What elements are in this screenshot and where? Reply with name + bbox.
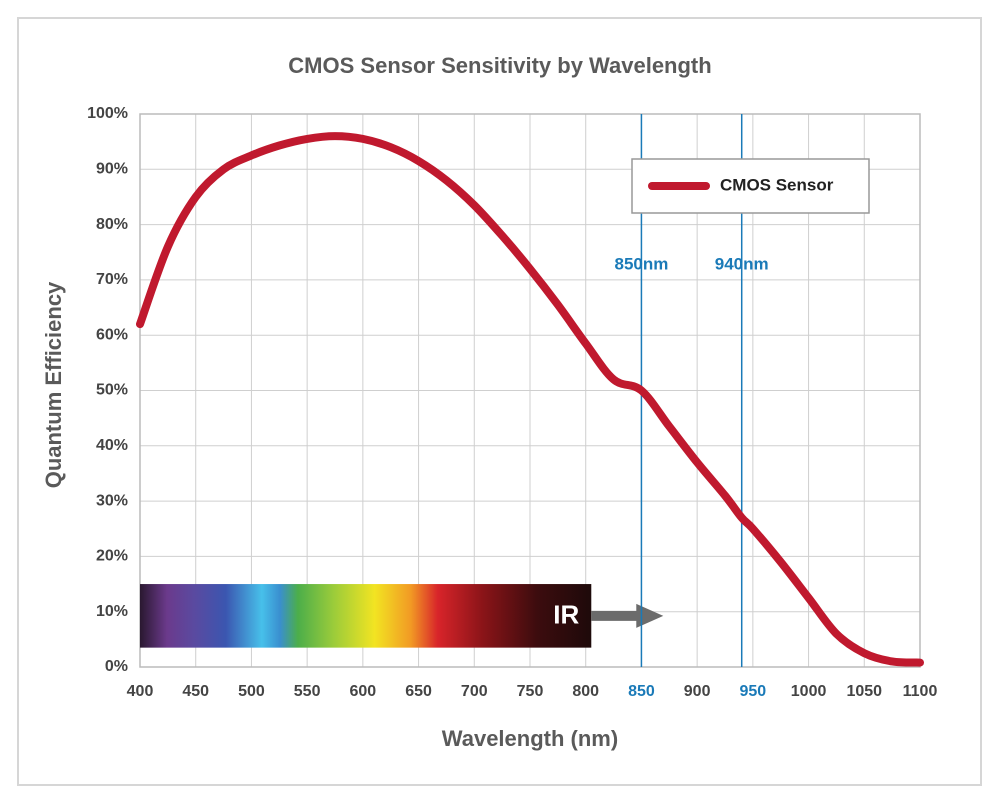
- series-line: [136, 132, 924, 667]
- x-tick-label: 850: [628, 683, 655, 700]
- y-tick-label: 60%: [96, 326, 128, 343]
- plot-border: [139, 113, 921, 668]
- y-tick-label: 70%: [96, 271, 128, 288]
- y-tick-label: 80%: [96, 216, 128, 233]
- ir-arrow: [591, 603, 664, 628]
- x-tick-label: 750: [517, 683, 544, 700]
- y-tick-label: 90%: [96, 161, 128, 178]
- x-tick-label: 550: [294, 683, 321, 700]
- x-tick-label: 450: [182, 683, 209, 700]
- y-tick-label: 100%: [87, 105, 128, 122]
- x-tick-label: 900: [684, 683, 711, 700]
- x-tick-label: 1100: [903, 683, 938, 700]
- x-tick-label: 700: [461, 683, 488, 700]
- spectrum-band: [140, 584, 592, 648]
- y-tick-label: 50%: [96, 382, 128, 399]
- x-axis-label: Wavelength (nm): [442, 726, 618, 751]
- chart-title: CMOS Sensor Sensitivity by Wavelength: [288, 53, 711, 78]
- y-tick-label: 40%: [96, 437, 128, 454]
- x-tick-label: 600: [350, 683, 377, 700]
- spectrum-label: IR: [553, 600, 579, 630]
- x-tick-label: 800: [572, 683, 599, 700]
- y-tick-label: 0%: [105, 658, 128, 675]
- x-tick-label: 650: [405, 683, 432, 700]
- reference-label: 940nm: [715, 254, 769, 273]
- x-tick-label: 950: [740, 683, 767, 700]
- x-tick-label: 1000: [791, 683, 827, 700]
- x-tick-label: 1050: [846, 683, 882, 700]
- x-tick-label: 500: [238, 683, 265, 700]
- frame: [17, 17, 982, 786]
- y-tick-label: 20%: [96, 548, 128, 565]
- y-tick-label: 10%: [96, 603, 128, 620]
- x-tick-label: 400: [127, 683, 154, 700]
- y-tick-label: 30%: [96, 492, 128, 509]
- legend-label: CMOS Sensor: [720, 175, 834, 194]
- reference-label: 850nm: [614, 254, 668, 273]
- y-axis-label: Quantum Efficiency: [41, 281, 66, 488]
